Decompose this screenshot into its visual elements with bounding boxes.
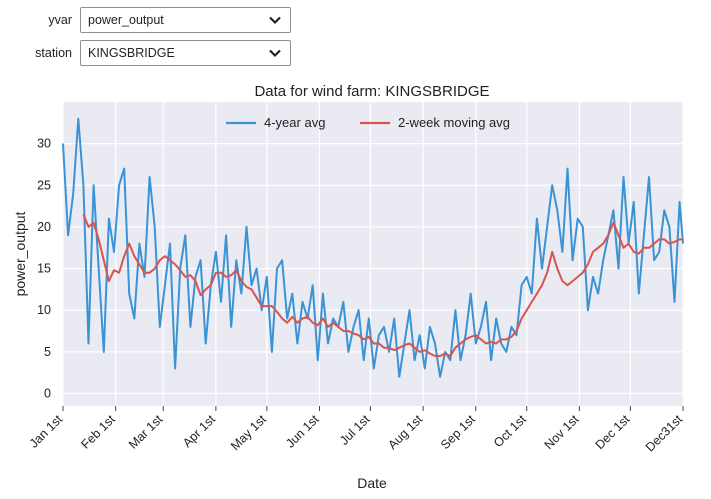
chevron-down-icon (269, 16, 281, 25)
y-tick-label: 25 (37, 178, 51, 192)
yvar-label: yvar (48, 13, 72, 27)
legend-label: 4-year avg (264, 115, 325, 130)
x-tick-label: Apr 1st (180, 412, 218, 450)
x-tick-label: Sep 1st (438, 412, 478, 452)
line-chart: Data for wind farm: KINGSBRIDGE 0 5 10 15 20… (12, 83, 686, 491)
series-layer (62, 117, 684, 378)
yvar-select[interactable]: power_output (80, 7, 291, 33)
chevron-down-icon (269, 49, 281, 58)
station-selected-value: KINGSBRIDGE (88, 46, 175, 60)
y-tick-label: 20 (37, 220, 51, 234)
x-tick-label: Feb 1st (78, 412, 118, 452)
x-tick-label: Jan 1st (27, 412, 66, 451)
yvar-selected-value: power_output (88, 13, 164, 27)
x-axis-ticks: Jan 1st Feb 1st Mar 1st Apr 1st May 1st Jun 1… (27, 406, 686, 455)
x-tick-label: Nov 1st (542, 412, 582, 452)
station-control: station KINGSBRIDGE (0, 39, 291, 67)
y-tick-label: 0 (44, 387, 51, 401)
x-tick-label: Oct 1st (491, 412, 529, 450)
series-line-2-week-moving-avg (82, 214, 683, 357)
series-line-4-year-avg (62, 117, 684, 378)
y-tick-label: 15 (37, 262, 51, 276)
x-axis-label: Date (357, 475, 387, 491)
y-tick-label: 10 (37, 303, 51, 317)
y-axis-ticks: 0 5 10 15 20 25 30 (37, 137, 51, 401)
x-tick-label: Mar 1st (126, 412, 166, 452)
x-tick-label: Aug 1st (385, 412, 425, 452)
station-select[interactable]: KINGSBRIDGE (80, 40, 291, 66)
legend-label: 2-week moving avg (398, 115, 510, 130)
x-tick-label: Dec 1st (593, 412, 633, 452)
y-tick-label: 30 (37, 137, 51, 151)
x-tick-label: May 1st (228, 412, 269, 453)
x-tick-label: Jun 1st (283, 412, 322, 451)
chart-title: Data for wind farm: KINGSBRIDGE (254, 83, 489, 100)
x-tick-label: Dec31st (643, 412, 686, 455)
yvar-control: yvar power_output (0, 6, 291, 34)
legend: 4-year avg 2-week moving avg (226, 115, 510, 130)
y-axis-label: power_output (12, 211, 28, 296)
x-tick-label: Jul 1st (337, 412, 373, 448)
y-tick-label: 5 (44, 345, 51, 359)
station-label: station (35, 46, 72, 60)
